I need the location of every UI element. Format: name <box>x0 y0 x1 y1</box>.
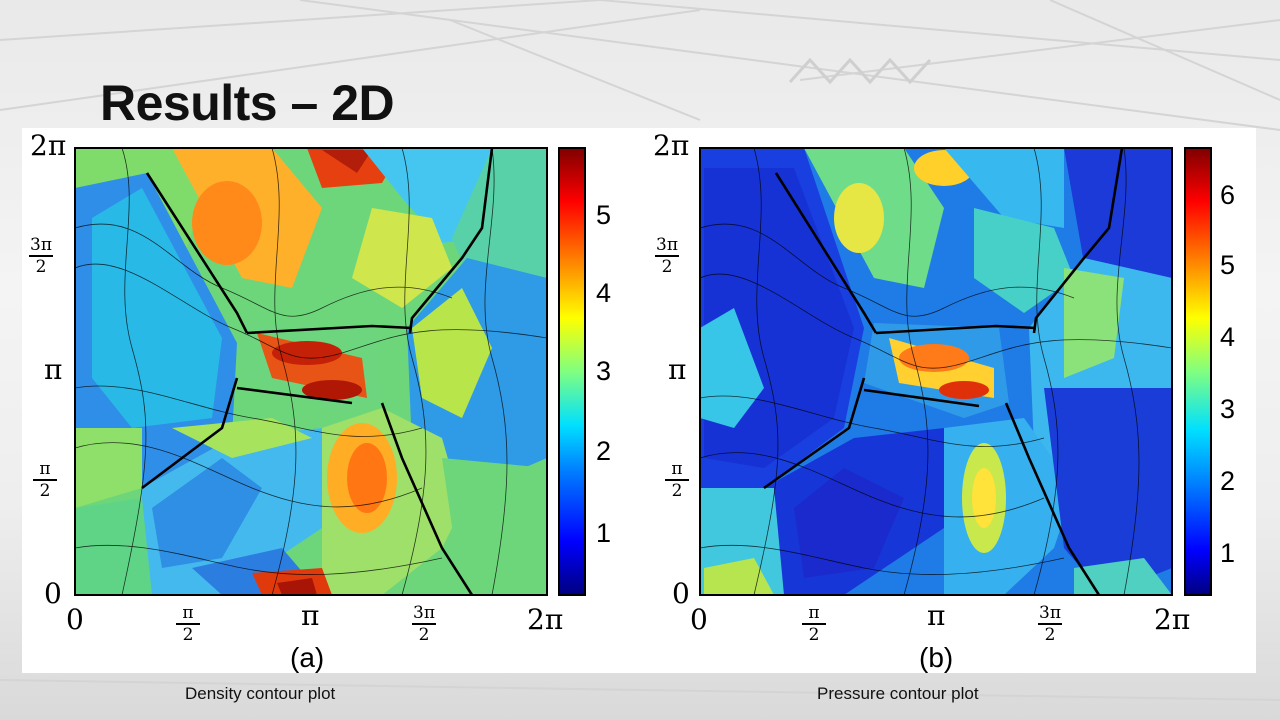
x-tick-pi: π <box>301 599 320 632</box>
panel-label-b: (b) <box>919 642 954 673</box>
colorbar-label: 1 <box>596 518 612 548</box>
x-tick-pi: π <box>927 599 946 632</box>
x-tick-0: 0 <box>690 603 708 636</box>
contour-lines <box>75 148 547 595</box>
y-tick-0: 0 <box>672 577 690 610</box>
y-tick-2pi: 2π <box>653 129 690 162</box>
density-contour-plot <box>74 147 586 596</box>
colorbar-label: 3 <box>1220 394 1236 424</box>
colorbar-label: 1 <box>1220 538 1236 568</box>
x-tick-2pi: 2π <box>1154 603 1191 636</box>
pressure-field <box>700 148 1172 595</box>
colorbar-label: 4 <box>596 278 612 308</box>
colorbar <box>558 147 586 596</box>
density-field <box>75 148 547 595</box>
panel-label-a: (a) <box>290 642 325 673</box>
colorbar-label: 2 <box>1220 466 1236 496</box>
shock-fronts <box>763 148 1124 595</box>
plot-frame <box>74 147 548 596</box>
contour-lines <box>700 148 1172 595</box>
x-tick-3pi-over-2: 3π 2 <box>412 603 436 645</box>
x-tick-0: 0 <box>66 603 84 636</box>
pressure-caption: Pressure contour plot <box>817 684 979 703</box>
slide-title: Results – 2D <box>100 75 395 131</box>
x-tick-2pi: 2π <box>527 603 564 636</box>
y-tick-0: 0 <box>44 577 62 610</box>
y-tick-pi: π <box>44 353 63 386</box>
y-tick-2pi: 2π <box>30 129 67 162</box>
plot-frame <box>699 147 1173 596</box>
colorbar-label: 4 <box>1220 322 1236 352</box>
pressure-contour-plot <box>699 147 1212 596</box>
colorbar-label: 3 <box>596 356 612 386</box>
shock-fronts <box>141 148 494 595</box>
colorbar <box>1184 147 1212 596</box>
colorbar-label: 6 <box>1220 180 1236 210</box>
density-caption: Density contour plot <box>185 684 336 703</box>
colorbar-label: 5 <box>1220 250 1236 280</box>
colorbar-label: 5 <box>596 200 612 230</box>
x-tick-3pi-over-2: 3π 2 <box>1038 603 1062 645</box>
y-tick-pi: π <box>668 353 687 386</box>
y-tick-3pi-over-2: 3π 2 <box>29 235 53 277</box>
y-tick-3pi-over-2: 3π 2 <box>655 235 679 277</box>
colorbar-label: 2 <box>596 436 612 466</box>
